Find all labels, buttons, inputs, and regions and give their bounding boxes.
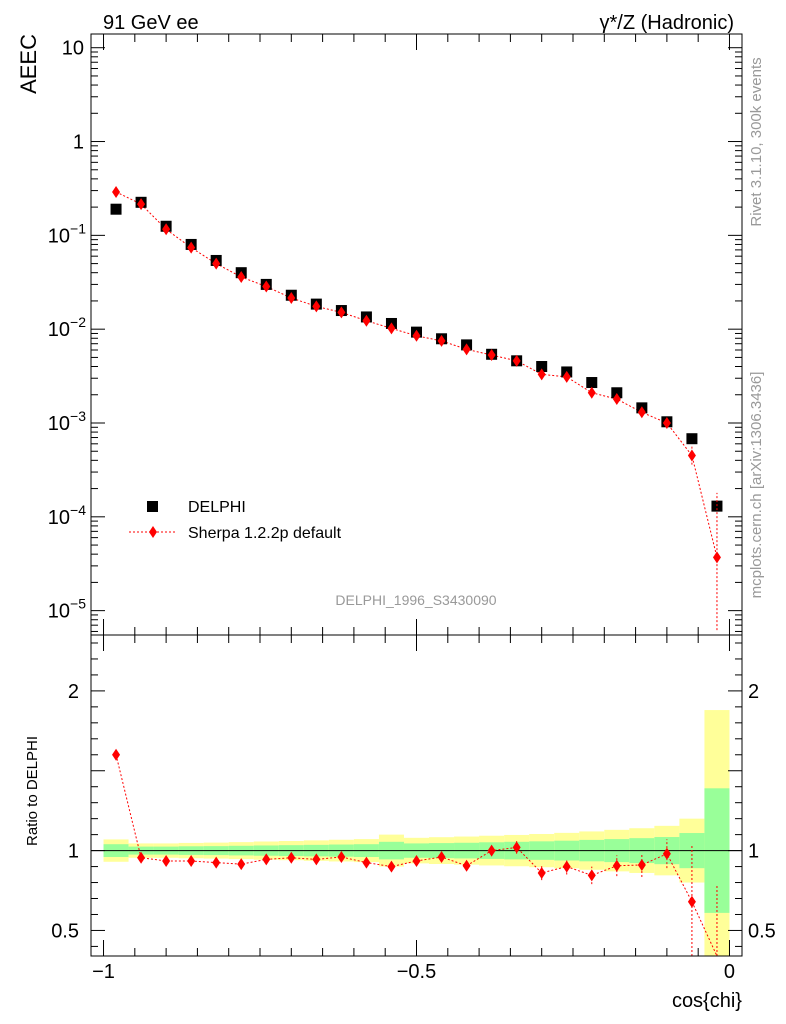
- legend-label-sherpa: Sherpa 1.2.2p default: [188, 525, 342, 542]
- mc-point: [562, 370, 571, 383]
- mc-point: [462, 343, 471, 356]
- mc-point: [162, 223, 171, 236]
- ratio-point: [212, 856, 221, 869]
- ratio-y-axis-label: Ratio to DELPHI: [24, 736, 41, 846]
- ratio-point: [612, 859, 621, 872]
- x-tick-label: −0.5: [397, 961, 436, 983]
- mc-point: [587, 386, 596, 399]
- ratio-point: [112, 748, 121, 761]
- ratio-point: [262, 853, 271, 866]
- mc-point: [137, 198, 146, 211]
- ratio-point: [687, 895, 696, 908]
- ratio-point: [562, 860, 571, 873]
- mc-point: [437, 334, 446, 347]
- main-y-tick-label: 10−5: [48, 596, 86, 623]
- mc-point: [512, 354, 521, 367]
- mc-point: [362, 314, 371, 327]
- x-tick-label: −1: [92, 961, 115, 983]
- ratio-point: [187, 854, 196, 867]
- plot-title-right: γ*/Z (Hadronic): [600, 12, 734, 34]
- mc-point: [537, 368, 546, 381]
- ratio-point: [312, 853, 321, 866]
- x-axis-label: cos{chi}: [672, 990, 742, 1012]
- plot-title-left: 91 GeV ee: [103, 12, 199, 34]
- data-point: [611, 387, 623, 399]
- main-y-tick-label: 10−4: [48, 502, 86, 529]
- legend-label-delphi: DELPHI: [188, 499, 246, 516]
- mc-point: [212, 257, 221, 270]
- ratio-y-tick-label: 2: [68, 681, 79, 703]
- main-y-tick-label: 10−1: [48, 220, 86, 247]
- mc-point: [337, 306, 346, 319]
- legend-marker-delphi: [147, 501, 158, 512]
- ratio-point: [437, 850, 446, 863]
- ratio-point: [487, 844, 496, 857]
- ratio-uncertainty-bands: [91, 710, 742, 956]
- main-axes: 10 1 10−1 10−2 10−3 10−4 10−5: [48, 34, 742, 635]
- main-y-tick-label: 1: [73, 132, 84, 154]
- main-y-tick-label: 10: [62, 38, 84, 60]
- ratio-point: [287, 851, 296, 864]
- legend-marker-sherpa: [149, 526, 157, 538]
- ratio-axes: −1 −0.5 0 2 2 1 1 0.5 0.5: [51, 635, 776, 983]
- ratio-y-tick-label-right: 1: [748, 841, 759, 863]
- data-point: [686, 433, 698, 445]
- ratio-point: [587, 869, 596, 882]
- data-point: [586, 377, 598, 389]
- rivet-version-label: Rivet 3.1.10, 300k events: [748, 57, 765, 226]
- main-panel: 10 1 10−1 10−2 10−3 10−4 10−5 AEEC DELPHI_1996…: [16, 33, 743, 636]
- mc-point: [412, 329, 421, 342]
- data-point: [536, 361, 548, 373]
- ratio-y-tick-label-right: 2: [748, 681, 759, 703]
- ratio-plot-marks: [112, 748, 718, 957]
- mc-point: [262, 280, 271, 293]
- ratio-y-tick-label-right: 0.5: [748, 920, 776, 942]
- ratio-point: [537, 866, 546, 879]
- main-plot-marks: [110, 185, 723, 631]
- mc-point: [612, 393, 621, 406]
- mc-point: [112, 185, 121, 198]
- ratio-point: [387, 860, 396, 873]
- analysis-watermark: DELPHI_1996_S3430090: [335, 592, 496, 608]
- main-y-tick-label: 10−2: [48, 314, 86, 341]
- data-point: [110, 203, 122, 215]
- mcplots-label: mcplots.cern.ch [arXiv:1306.3436]: [748, 372, 765, 599]
- ratio-point: [462, 859, 471, 872]
- ratio-point: [237, 858, 246, 871]
- legend: DELPHI Sherpa 1.2.2p default: [129, 499, 342, 542]
- ratio-point: [637, 858, 646, 871]
- ratio-panel: −1 −0.5 0 2 2 1 1 0.5 0.5 Ratio to DELPHI cos{ch…: [24, 634, 776, 1012]
- ratio-point: [412, 854, 421, 867]
- x-tick-label: 0: [724, 961, 735, 983]
- ratio-frame: [90, 634, 743, 957]
- mc-point: [487, 349, 496, 362]
- mc-point: [287, 291, 296, 304]
- mc-point: [662, 416, 671, 429]
- ratio-y-tick-label: 0.5: [51, 920, 79, 942]
- main-y-tick-label: 10−3: [48, 408, 86, 435]
- mc-point: [637, 406, 646, 419]
- ratio-point: [362, 856, 371, 869]
- ratio-point: [512, 841, 521, 854]
- ratio-point: [137, 851, 146, 864]
- ratio-point: [337, 850, 346, 863]
- mc-point: [387, 322, 396, 335]
- mc-point: [237, 270, 246, 283]
- ratio-y-tick-label: 1: [68, 841, 79, 863]
- ratio-point: [662, 847, 671, 860]
- main-y-axis-label: AEEC: [16, 34, 41, 94]
- data-point: [711, 500, 723, 512]
- mc-point: [187, 241, 196, 254]
- mc-point: [312, 300, 321, 313]
- ratio-point: [162, 854, 171, 867]
